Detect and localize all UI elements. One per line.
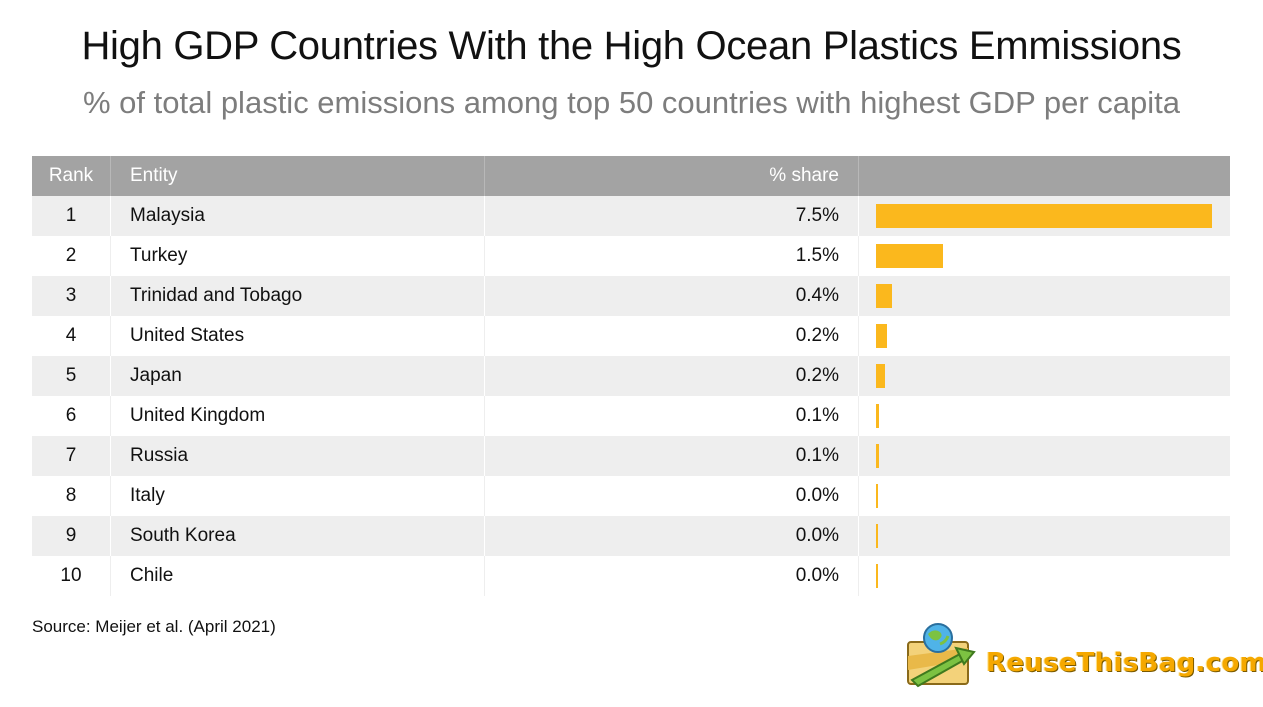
brand-logo: ReuseThisBag.com bbox=[902, 620, 1263, 690]
table-row: 2 Turkey 1.5% bbox=[32, 236, 1230, 276]
row-entity: Malaysia bbox=[130, 205, 205, 226]
globe-bag-icon bbox=[907, 623, 976, 688]
row-share: 0.0% bbox=[795, 565, 839, 586]
source-note: Source: Meijer et al. (April 2021) bbox=[32, 617, 276, 636]
row-entity: Italy bbox=[130, 485, 165, 506]
row-rank: 1 bbox=[65, 205, 77, 226]
table-row: 9 South Korea 0.0% bbox=[32, 516, 1230, 556]
brand-logo-text: ReuseThisBag.com bbox=[986, 648, 1263, 678]
table-row: 7 Russia 0.1% bbox=[32, 436, 1230, 476]
row-share: 0.1% bbox=[795, 405, 839, 426]
ranking-table: Rank Entity % share 1 Malaysia 7.5% 2 Turkey… bbox=[32, 156, 1230, 596]
header-entity: Entity bbox=[130, 165, 178, 186]
row-entity: United Kingdom bbox=[130, 405, 266, 426]
row-rank: 8 bbox=[65, 485, 77, 506]
row-share: 0.2% bbox=[795, 325, 839, 346]
header-share: % share bbox=[769, 165, 839, 186]
share-bar bbox=[876, 324, 888, 348]
table-header: Rank Entity % share bbox=[32, 156, 1230, 196]
row-rank: 2 bbox=[65, 245, 77, 266]
table-body: 1 Malaysia 7.5% 2 Turkey 1.5% 3 Trinidad and To… bbox=[32, 196, 1230, 596]
share-bar bbox=[876, 524, 878, 548]
table-row: 1 Malaysia 7.5% bbox=[32, 196, 1230, 236]
row-rank: 6 bbox=[65, 405, 77, 426]
row-entity: United States bbox=[130, 325, 245, 346]
table-row: 8 Italy 0.0% bbox=[32, 476, 1230, 516]
row-entity: South Korea bbox=[130, 525, 236, 546]
row-entity: Trinidad and Tobago bbox=[130, 285, 303, 306]
table-row: 5 Japan 0.2% bbox=[32, 356, 1230, 396]
chart-title: High GDP Countries With the High Ocean P… bbox=[81, 24, 1182, 68]
share-bar bbox=[876, 204, 1212, 228]
row-entity: Russia bbox=[130, 445, 189, 466]
row-entity: Turkey bbox=[130, 245, 188, 266]
header-rank: Rank bbox=[48, 165, 94, 186]
row-share: 7.5% bbox=[795, 205, 839, 226]
share-bar bbox=[876, 404, 880, 428]
row-rank: 3 bbox=[65, 285, 77, 306]
row-rank: 5 bbox=[65, 365, 77, 386]
row-share: 0.1% bbox=[795, 445, 839, 466]
table-row: 6 United Kingdom 0.1% bbox=[32, 396, 1230, 436]
share-bar bbox=[876, 484, 878, 508]
row-entity: Chile bbox=[130, 565, 174, 586]
share-bar bbox=[876, 564, 878, 588]
share-bar bbox=[876, 244, 944, 268]
row-share: 0.4% bbox=[795, 285, 839, 306]
share-bar bbox=[876, 364, 885, 388]
row-rank: 7 bbox=[65, 445, 77, 466]
row-entity: Japan bbox=[130, 365, 182, 386]
chart-subtitle: % of total plastic emissions among top 5… bbox=[82, 85, 1181, 120]
row-rank: 10 bbox=[60, 565, 82, 586]
table-row: 3 Trinidad and Tobago 0.4% bbox=[32, 276, 1230, 316]
row-share: 1.5% bbox=[795, 245, 839, 266]
row-share: 0.0% bbox=[795, 525, 839, 546]
row-share: 0.0% bbox=[795, 485, 839, 506]
share-bar bbox=[876, 444, 879, 468]
table-row: 4 United States 0.2% bbox=[32, 316, 1230, 356]
share-bar bbox=[876, 284, 893, 308]
row-rank: 9 bbox=[65, 525, 77, 546]
table-row: 10 Chile 0.0% bbox=[32, 556, 1230, 596]
row-rank: 4 bbox=[65, 325, 77, 346]
row-share: 0.2% bbox=[795, 365, 839, 386]
